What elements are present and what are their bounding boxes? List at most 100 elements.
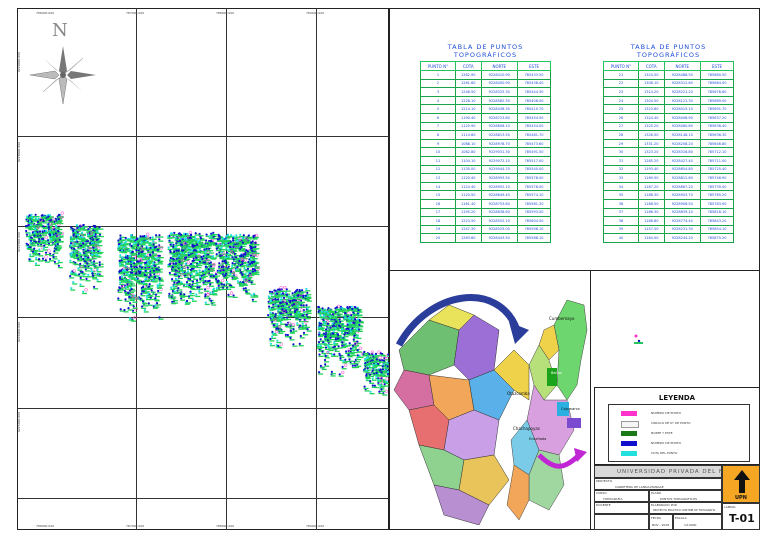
survey-label-mark bbox=[37, 245, 43, 247]
survey-label-mark bbox=[28, 260, 34, 262]
survey-point bbox=[129, 302, 132, 305]
point-number-circle bbox=[377, 350, 381, 354]
survey-label-mark bbox=[119, 265, 124, 267]
survey-label-mark bbox=[72, 263, 78, 265]
survey-point bbox=[209, 265, 213, 268]
survey-label-mark bbox=[128, 319, 134, 321]
survey-label-mark bbox=[128, 281, 134, 283]
survey-label-mark bbox=[228, 286, 234, 288]
survey-label-mark bbox=[303, 320, 309, 323]
survey-point bbox=[46, 239, 49, 242]
survey-point bbox=[189, 290, 192, 293]
survey-point bbox=[93, 249, 96, 252]
survey-label-mark bbox=[126, 259, 132, 261]
survey-label-mark bbox=[184, 259, 190, 262]
survey-label-mark bbox=[345, 321, 351, 323]
survey-point bbox=[244, 287, 247, 290]
survey-point bbox=[333, 353, 336, 356]
survey-point bbox=[247, 234, 250, 237]
table-cell: 9228221.20 bbox=[663, 87, 702, 97]
survey-label-mark bbox=[304, 299, 310, 301]
survey-label-mark bbox=[357, 325, 363, 327]
survey-label-mark bbox=[305, 318, 311, 320]
survey-label-mark bbox=[299, 337, 305, 339]
survey-label-mark bbox=[171, 303, 177, 305]
survey-point bbox=[148, 276, 151, 279]
table-cell: 1304.50 bbox=[637, 95, 665, 106]
survey-label-mark bbox=[210, 302, 216, 304]
survey-label-mark bbox=[227, 236, 233, 238]
survey-label-mark bbox=[289, 339, 295, 341]
survey-point bbox=[87, 273, 90, 276]
survey-point bbox=[382, 359, 386, 362]
survey-point bbox=[386, 361, 389, 364]
survey-point bbox=[325, 310, 329, 313]
survey-point bbox=[303, 318, 306, 321]
survey-label-mark bbox=[76, 257, 82, 259]
survey-label-mark bbox=[365, 375, 371, 377]
legend-swatch bbox=[621, 441, 637, 446]
survey-point bbox=[225, 247, 228, 250]
survey-label-mark bbox=[184, 258, 189, 261]
survey-point bbox=[136, 238, 139, 241]
survey-label-mark bbox=[51, 236, 56, 238]
survey-label-mark bbox=[380, 373, 386, 375]
survey-label-mark bbox=[354, 308, 360, 310]
survey-label-mark bbox=[142, 287, 148, 290]
survey-point bbox=[187, 254, 190, 257]
survey-label-mark bbox=[138, 283, 144, 285]
scale-value: 1/10000 bbox=[684, 523, 697, 527]
survey-label-mark bbox=[207, 256, 213, 258]
point-number-circle bbox=[183, 265, 187, 269]
survey-point bbox=[195, 293, 198, 296]
survey-label-mark bbox=[148, 261, 154, 263]
map-frame bbox=[17, 8, 389, 530]
point-number-circle bbox=[278, 325, 282, 329]
survey-point bbox=[225, 272, 228, 275]
survey-point bbox=[289, 329, 292, 332]
survey-point bbox=[202, 281, 205, 284]
survey-point bbox=[317, 333, 321, 336]
table-row: 5 1214.10 9228438.30 785410.70 bbox=[420, 104, 551, 114]
survey-label-mark bbox=[175, 264, 180, 266]
survey-point bbox=[198, 239, 201, 242]
survey-point bbox=[121, 249, 124, 252]
survey-label-mark bbox=[196, 245, 202, 248]
survey-point bbox=[344, 358, 347, 361]
survey-label-mark bbox=[306, 294, 312, 296]
table-row: 25 1323.60 9228015.10 785691.70 bbox=[603, 104, 734, 114]
survey-point bbox=[84, 247, 87, 250]
table-row: 18 1223.50 9228552.10 785604.50 bbox=[420, 216, 551, 226]
survey-label-mark bbox=[129, 299, 135, 301]
survey-label-mark bbox=[93, 229, 99, 231]
table-cell: 9228849.40 bbox=[480, 190, 519, 200]
table-row: 33 1169.50 9228812.60 785746.90 bbox=[603, 173, 734, 183]
survey-label-mark bbox=[212, 277, 218, 279]
table-cell: 1120.50 bbox=[454, 190, 482, 200]
survey-label-mark bbox=[124, 288, 130, 290]
survey-label-mark bbox=[144, 272, 150, 274]
grid-line-horizontal bbox=[17, 408, 389, 409]
table-cell: 785481.70 bbox=[517, 130, 551, 140]
survey-label-mark bbox=[145, 242, 151, 244]
survey-label-mark bbox=[185, 240, 191, 243]
survey-label-mark bbox=[136, 256, 142, 258]
survey-label-mark bbox=[135, 281, 141, 283]
survey-point bbox=[339, 320, 342, 323]
survey-point bbox=[300, 304, 303, 307]
survey-label-mark bbox=[128, 298, 134, 300]
survey-point bbox=[354, 306, 357, 309]
survey-label-mark bbox=[31, 245, 37, 247]
survey-label-mark bbox=[40, 245, 46, 247]
survey-label-mark bbox=[179, 295, 185, 297]
survey-point bbox=[378, 369, 381, 372]
survey-point bbox=[275, 327, 278, 330]
survey-point bbox=[215, 253, 218, 256]
survey-label-mark bbox=[334, 338, 340, 341]
survey-point bbox=[278, 314, 281, 317]
survey-label-mark bbox=[141, 259, 147, 261]
survey-label-mark bbox=[327, 352, 333, 355]
survey-label-mark bbox=[347, 356, 353, 358]
inset-map-label: Chachapoyas bbox=[513, 426, 540, 431]
survey-point bbox=[93, 260, 96, 263]
